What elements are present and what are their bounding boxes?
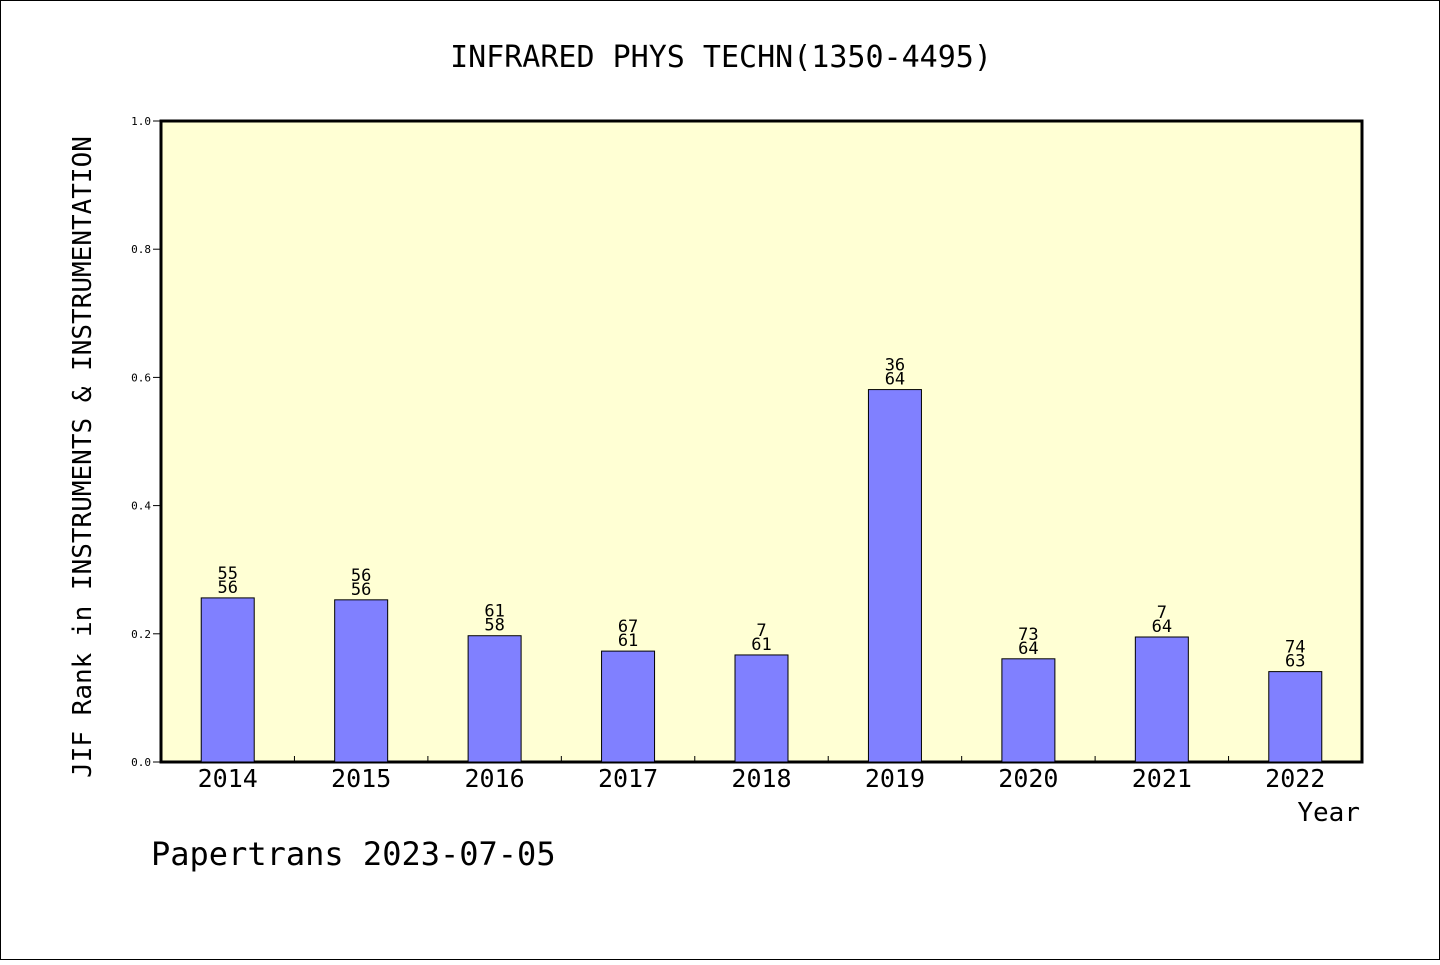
x-axis: 2014 2015 2016 2017 2018 2019 2020 2021 2022: [198, 756, 1325, 793]
chart-title: INFRARED PHYS TECHN(1350-4495): [450, 40, 992, 75]
y-tick-label: 0.4: [131, 500, 151, 513]
bar-label-top: 55: [217, 564, 237, 584]
bar-label-bottom: 64: [885, 370, 905, 390]
bar-label-top: 73: [1018, 625, 1038, 645]
bar: [867, 389, 922, 763]
y-tick-label: 0.8: [131, 243, 151, 256]
x-tick-label: 2014: [198, 764, 258, 793]
bar: [601, 650, 656, 763]
x-tick-label: 2018: [731, 764, 791, 793]
x-axis-label: Year: [1297, 798, 1360, 828]
y-tick-label: 0.0: [131, 756, 151, 769]
x-tick-label: 2020: [998, 764, 1058, 793]
y-axis-label: JIF Rank in INSTRUMENTS & INSTRUMENTATIO…: [68, 136, 98, 778]
bar: [1001, 658, 1056, 763]
bar: [1134, 636, 1189, 763]
y-tick-label: 1.0: [131, 115, 151, 128]
bar: [734, 654, 789, 763]
footer-credit: Papertrans 2023-07-05: [151, 835, 556, 873]
x-tick-label: 2021: [1132, 764, 1192, 793]
bar: [334, 599, 389, 763]
y-tick-label: 0.6: [131, 371, 151, 384]
bar: [200, 597, 255, 763]
x-tick-label: 2015: [331, 764, 391, 793]
bar-label-bottom: 61: [751, 635, 771, 655]
bar-label-bottom: 56: [217, 578, 237, 598]
x-tick-label: 2017: [598, 764, 658, 793]
bar-label-top: 61: [484, 602, 504, 622]
bar-label-top: 56: [351, 566, 371, 586]
bar-label-top: 7: [756, 621, 766, 641]
bar-label-bottom: 56: [351, 580, 371, 600]
x-tick-label: 2019: [865, 764, 925, 793]
y-tick-label: 0.2: [131, 628, 151, 641]
bar-label-bottom: 58: [484, 616, 504, 636]
bar-label-bottom: 61: [618, 631, 638, 651]
bar-label-top: 67: [618, 617, 638, 637]
bar-label-bottom: 63: [1285, 652, 1305, 672]
x-tick-label: 2022: [1265, 764, 1325, 793]
bar-label-top: 7: [1157, 603, 1167, 623]
bar-label-bottom: 64: [1018, 639, 1038, 659]
bar-label-top: 74: [1285, 638, 1305, 658]
bar-label-bottom: 64: [1152, 617, 1172, 637]
bar-label-top: 36: [885, 356, 905, 376]
y-axis: 0.0 0.2 0.4 0.6 0.8 1.0: [131, 115, 161, 769]
bar: [1268, 671, 1323, 763]
bar: [467, 635, 522, 763]
x-tick-label: 2016: [465, 764, 525, 793]
